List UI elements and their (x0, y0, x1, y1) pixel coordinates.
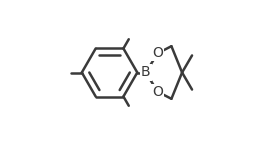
Text: O: O (152, 85, 163, 99)
Text: O: O (152, 46, 163, 60)
Text: B: B (141, 66, 151, 79)
